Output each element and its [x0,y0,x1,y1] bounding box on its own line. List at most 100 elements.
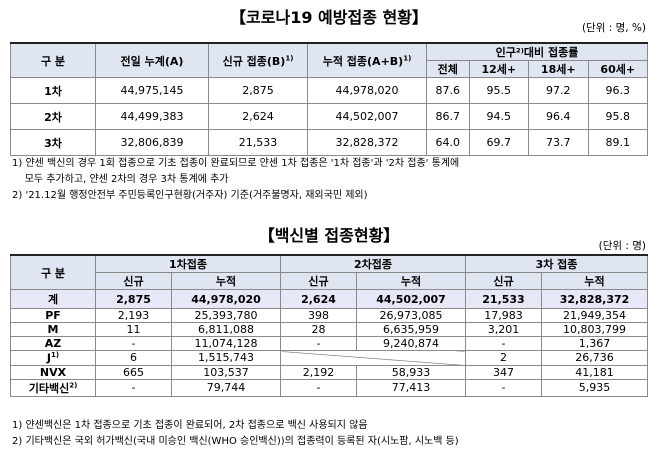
cell: 1,367 [541,336,648,351]
cell: 21,949,354 [541,308,648,323]
cell: - [465,378,542,397]
footnote: 1) 얀센백신은 1차 접종으로 기초 접종이 완료되어, 2차 접종으로 백신… [12,420,368,431]
new-dose: 21,533 [208,129,308,156]
table-row: 1차 44,975,145 2,875 44,978,020 87.6 95.5… [10,77,648,104]
header-new: 신규 [465,272,542,290]
cell: 26,736 [541,350,648,366]
header-prev-total: 전일 누계(A) [95,42,209,78]
header-rate-12: 12세+ [468,60,530,78]
header-dose-1: 1차접종 [95,254,281,273]
rate-12: 94.5 [468,103,530,130]
table-row: J1) 6 1,515,743 2 26,736 [10,350,648,366]
cell: 2,624 [280,289,357,309]
prev-total: 44,499,383 [95,103,209,130]
cell: 6 [95,350,172,366]
cumulative: 44,502,007 [307,103,427,130]
row-label: 기타백신2) [10,378,96,397]
rate-12: 95.5 [468,77,530,104]
rate-18: 73.7 [528,129,589,156]
cell: 2 [465,350,542,366]
rate-18: 97.2 [528,77,589,104]
table-row: 기타백신2) - 79,744 - 77,413 - 5,935 [10,378,648,397]
cell: 17,983 [465,308,542,323]
table-row: 3차 32,806,839 21,533 32,828,372 64.0 69.… [10,129,648,156]
header-dose-3: 3차 접종 [465,254,648,273]
cell: 44,502,007 [356,289,466,309]
cell: 347 [465,364,542,380]
cell: 5,935 [541,378,648,397]
cell: 6,635,959 [356,322,466,337]
footnote: 1) 얀센 백신의 경우 1회 접종으로 기초 접종이 완료되므로 얀센 1차 … [12,158,460,169]
cell: 2,193 [95,308,172,323]
row-label: PF [10,308,96,323]
row-label: NVX [10,364,96,380]
row-label: 3차 [10,129,96,156]
cell: - [280,336,357,351]
header-group: 구 분 [10,254,96,290]
row-label: J1) [10,350,96,366]
cell: - [95,378,172,397]
table-row: PF 2,193 25,393,780 398 26,973,085 17,98… [10,308,648,323]
header-rate: 인구²⁾대비 접종률 [426,42,648,61]
header-new: 신규 [95,272,172,290]
cell: 58,933 [356,364,466,380]
rate-all: 87.6 [426,77,470,104]
row-label: 계 [10,289,96,309]
cell: 21,533 [465,289,542,309]
cell: 32,828,372 [541,289,648,309]
table-row: 2차 44,499,383 2,624 44,502,007 86.7 94.5… [10,103,648,130]
row-label: 1차 [10,77,96,104]
vaccine-type-table: 구 분 1차접종 2차접종 3차 접종 신규 누적 신규 누적 신규 누적 계 … [10,254,648,397]
cell: 77,413 [356,378,466,397]
unit-label-1: (단위 : 명, %) [581,22,646,34]
unit-label-2: (단위 : 명) [598,240,646,252]
footnote: 모두 추가하고, 얀센 2차의 경우 3차 통계에 추가 [12,174,229,185]
footnote: 2) 기타백신은 국외 허가백신(국내 미승인 백신(WHO 승인백신))의 접… [12,436,459,447]
rate-all: 64.0 [426,129,470,156]
cell-diagonal [280,350,466,366]
cell: - [280,378,357,397]
header-rate-60: 60세+ [587,60,648,78]
cell: 2,875 [95,289,172,309]
cell: - [465,336,542,351]
new-dose: 2,624 [208,103,308,130]
row-label: AZ [10,336,96,351]
vaccination-status-table: 구 분 전일 누계(A) 신규 접종(B)1) 누적 접종(A+B)1) 인구²… [10,42,648,156]
table-row: NVX 665 103,537 2,192 58,933 347 41,181 [10,364,648,380]
footnotes-2: 1) 얀센백신은 1차 접종으로 기초 접종이 완료되어, 2차 접종으로 백신… [12,418,459,450]
cell: 6,811,088 [171,322,281,337]
cell: 41,181 [541,364,648,380]
rate-60: 96.3 [587,77,648,104]
header-cumulative: 누적 [356,272,466,290]
title-vaccine-type-status: 【백신별 접종현황】 [258,226,400,245]
cumulative: 44,978,020 [307,77,427,104]
cell: 2,192 [280,364,357,380]
cell: 10,803,799 [541,322,648,337]
rate-60: 89.1 [587,129,648,156]
footnote: 2) '21.12월 행정안전부 주민등록인구현황(거주자) 기준(거주불명자,… [12,190,368,201]
cell: 3,201 [465,322,542,337]
header-dose-2: 2차접종 [280,254,466,273]
header-cumulative: 누적 [171,272,281,290]
prev-total: 44,975,145 [95,77,209,104]
cell: 25,393,780 [171,308,281,323]
header-rate-18: 18세+ [528,60,589,78]
cell: - [95,336,172,351]
header-new: 신규 [280,272,357,290]
table-row: AZ - 11,074,128 - 9,240,874 - 1,367 [10,336,648,351]
header-rate-all: 전체 [426,60,470,78]
cell: 398 [280,308,357,323]
cell: 1,515,743 [171,350,281,366]
cell: 9,240,874 [356,336,466,351]
rate-all: 86.7 [426,103,470,130]
new-dose: 2,875 [208,77,308,104]
row-label: 2차 [10,103,96,130]
cumulative: 32,828,372 [307,129,427,156]
header-cumulative: 누적 접종(A+B)1) [307,42,427,78]
title-vaccination-status: 【코로나19 예방접종 현황】 [230,8,428,27]
rate-60: 95.8 [587,103,648,130]
rate-18: 96.4 [528,103,589,130]
table-row-total: 계 2,875 44,978,020 2,624 44,502,007 21,5… [10,289,648,309]
header-new: 신규 접종(B)1) [208,42,308,78]
row-label: M [10,322,96,337]
